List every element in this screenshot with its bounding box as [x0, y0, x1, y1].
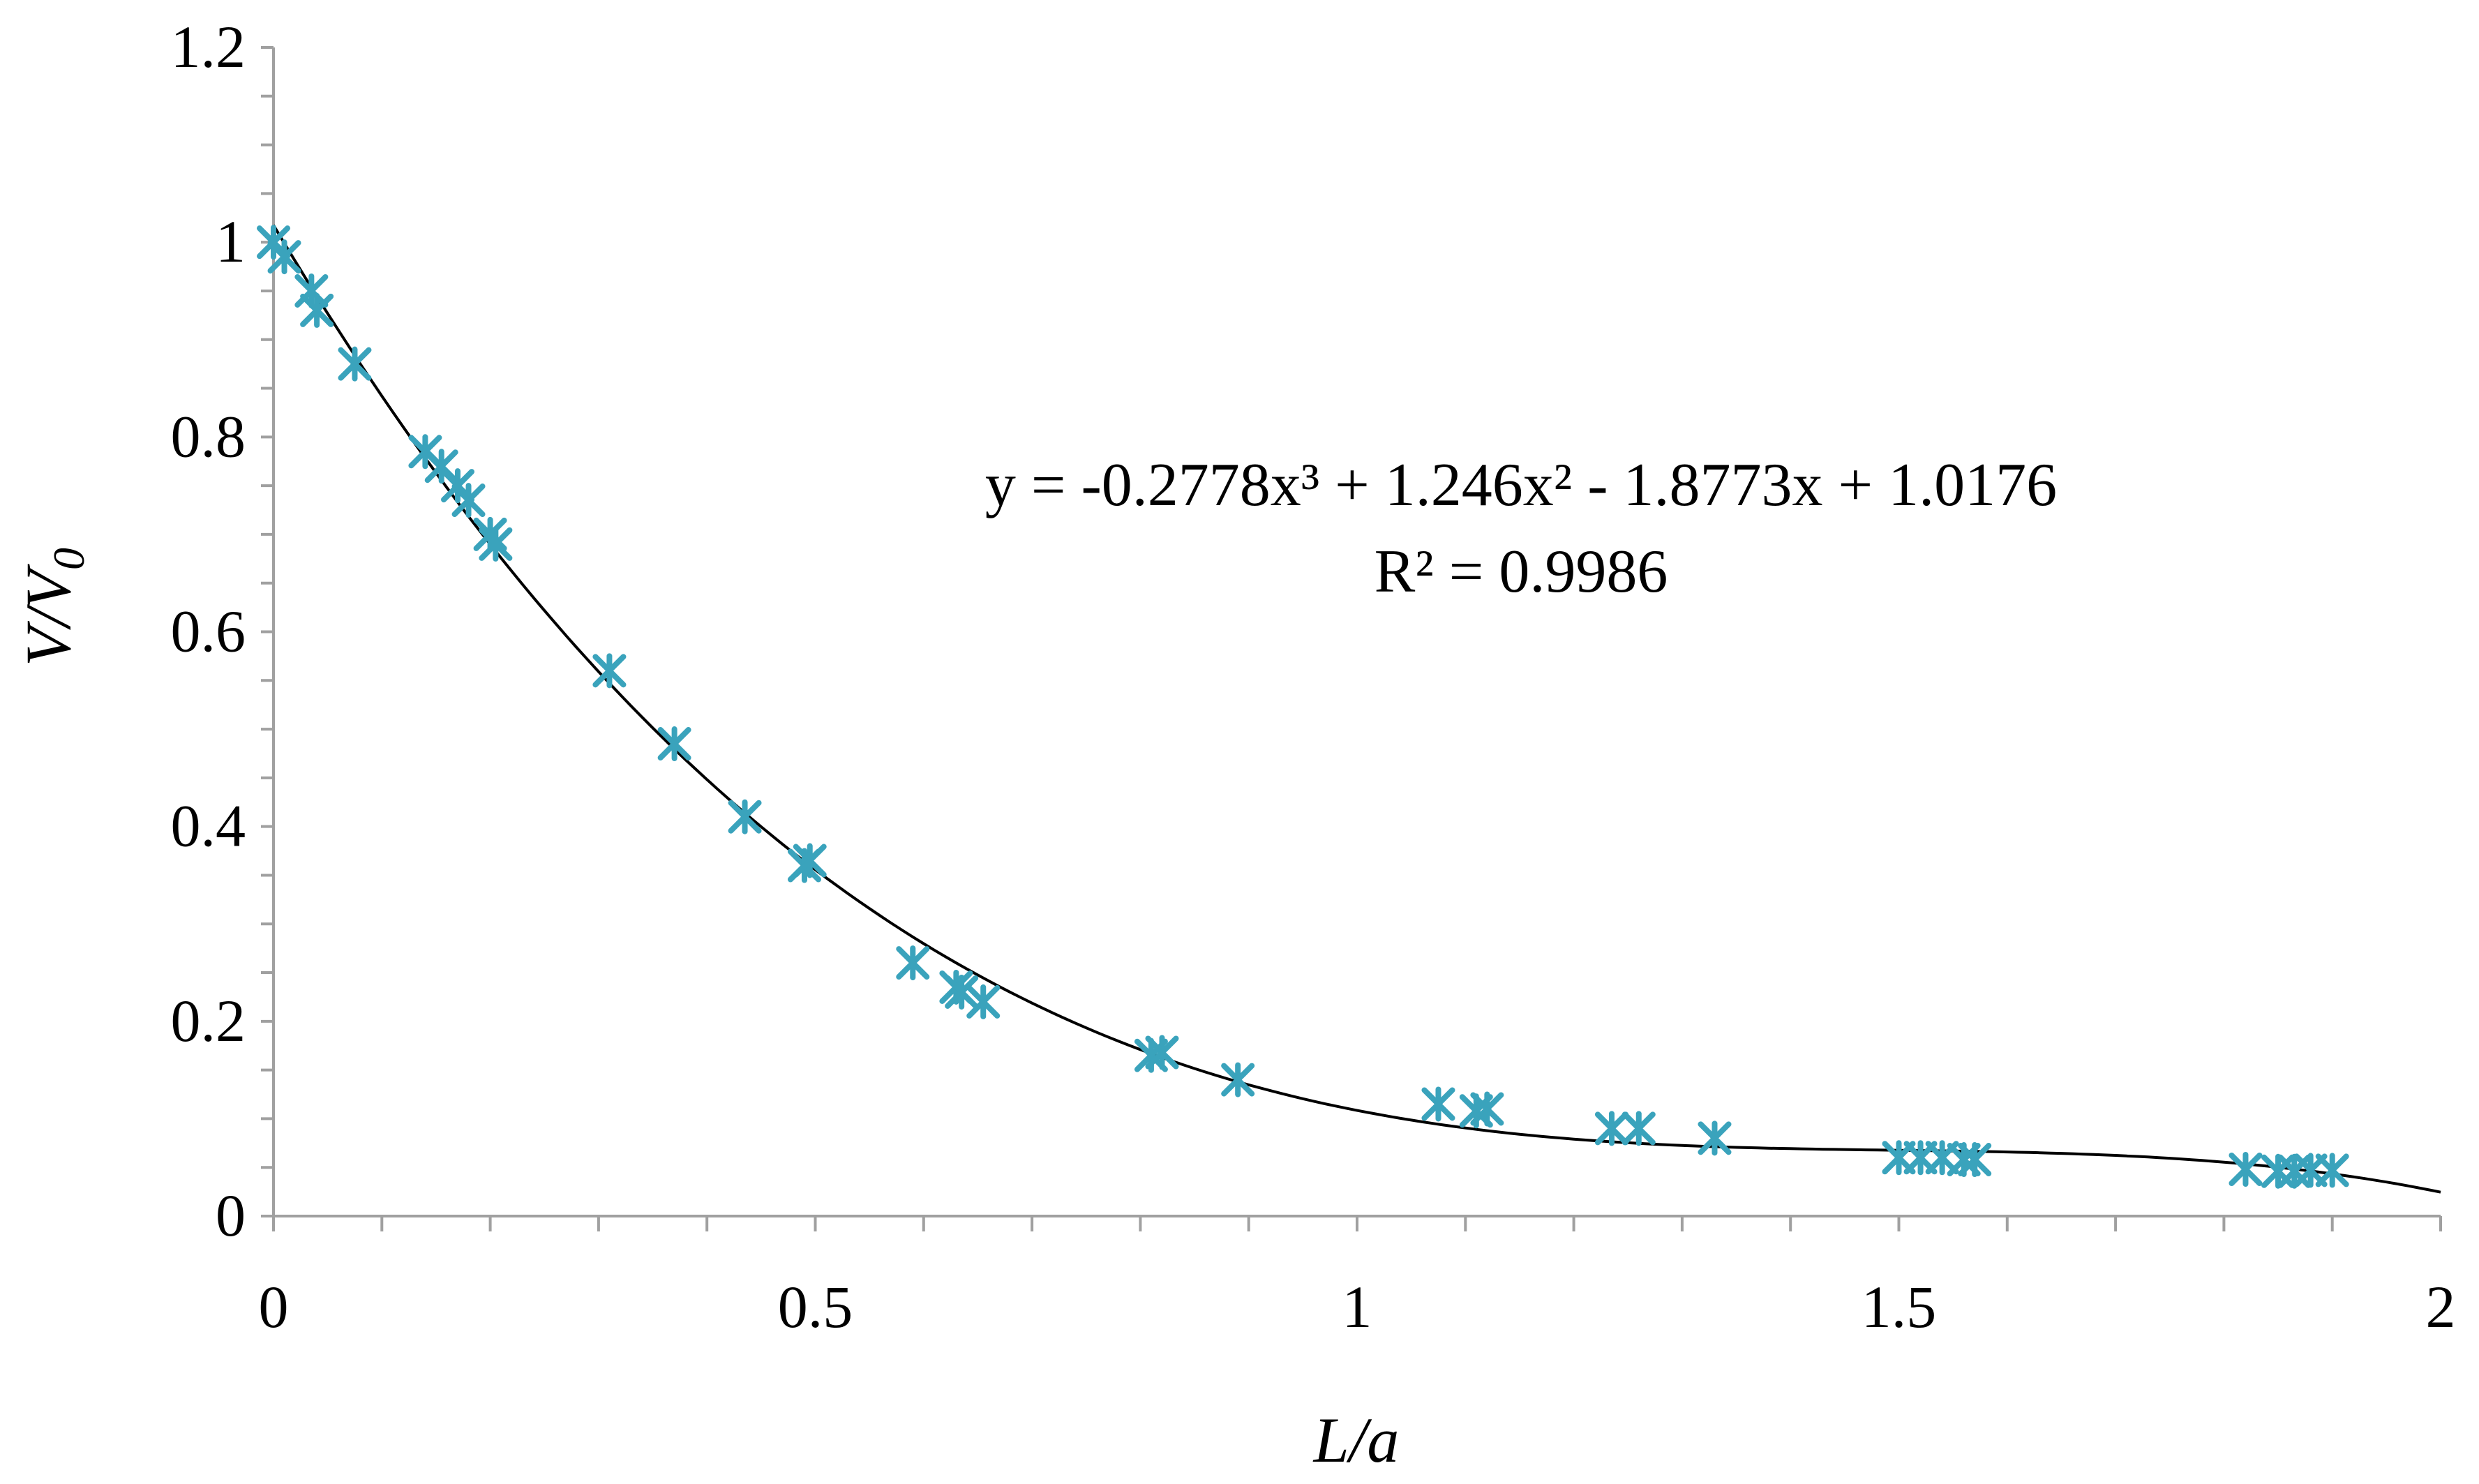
data-point [1421, 1086, 1455, 1122]
axes [272, 47, 2441, 1217]
data-point [1470, 1091, 1504, 1127]
y-tick-label: 1.2 [171, 13, 246, 80]
data-point [451, 483, 486, 518]
y-tick-label: 0.4 [171, 793, 246, 860]
y-axis-title-subscript: 0 [44, 548, 93, 570]
data-point [338, 346, 372, 382]
x-tick-label: 1 [1342, 1273, 1372, 1340]
tick-labels: 0 0.2 0.4 0.6 0.8 1 1.2 0 0.5 1 1.5 2 [171, 13, 2456, 1340]
y-axis-title: V/V0 [13, 548, 93, 666]
data-point [966, 984, 1001, 1019]
x-tick-label: 1.5 [1862, 1273, 1937, 1340]
data-point [945, 974, 979, 1010]
data-point [2315, 1153, 2349, 1188]
x-tick-label: 0.5 [778, 1273, 853, 1340]
data-point [1958, 1142, 1992, 1178]
data-point [1145, 1035, 1179, 1070]
data-point [1698, 1121, 1732, 1156]
y-tick-label: 0.6 [171, 598, 246, 665]
data-point [1221, 1062, 1255, 1097]
data-point [592, 653, 627, 689]
tick-marks [261, 46, 2442, 1231]
data-point [793, 843, 827, 878]
y-tick-label: 0 [216, 1182, 246, 1249]
x-axis-title: L/a [1312, 1404, 1400, 1476]
data-point [657, 726, 691, 762]
r-squared-label: R² = 0.9986 [1375, 538, 1668, 606]
data-point [728, 799, 762, 834]
trendline-equation: y = -0.2778x³ + 1.246x² - 1.8773x + 1.01… [985, 451, 2057, 519]
data-markers [257, 225, 2349, 1189]
y-tick-label: 0.8 [171, 403, 246, 470]
y-tick-label: 1 [216, 208, 246, 275]
data-point [1622, 1111, 1656, 1146]
trendline [272, 224, 2441, 1194]
x-tick-label: 2 [2426, 1273, 2456, 1340]
data-point [300, 292, 334, 328]
x-tick-label: 0 [259, 1273, 289, 1340]
data-point [267, 239, 301, 275]
data-point [896, 945, 930, 981]
data-point [1594, 1111, 1628, 1146]
y-tick-label: 0.2 [171, 987, 246, 1054]
data-point [294, 273, 329, 308]
data-point [2229, 1152, 2263, 1187]
y-axis-title-main: V/V [13, 563, 84, 666]
data-point [479, 526, 513, 562]
